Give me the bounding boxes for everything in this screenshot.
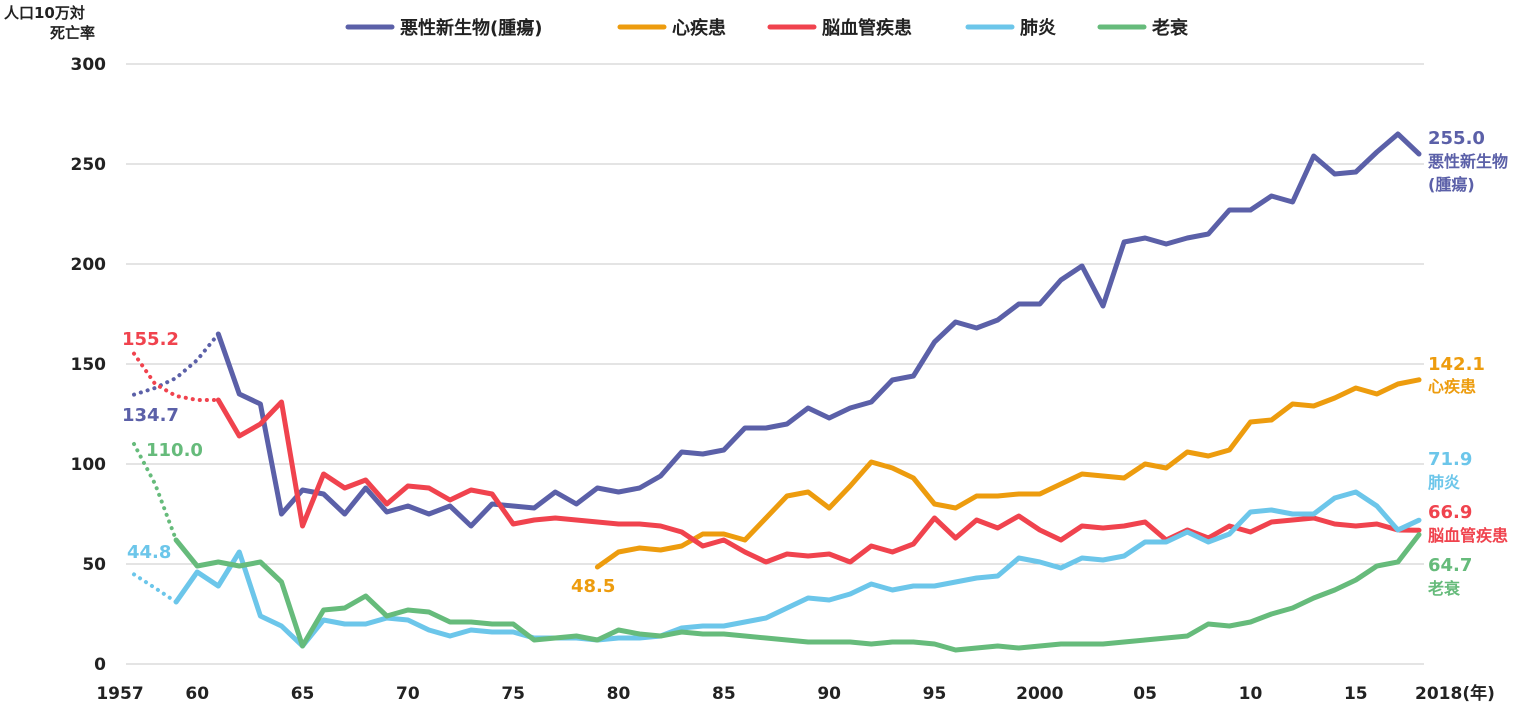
series-name-label: 肺炎 (1428, 473, 1460, 492)
x-tick-label: 85 (712, 684, 736, 704)
y-axis-title-line1: 人口10万対 (4, 4, 85, 22)
series-line-dotted (132, 572, 179, 604)
y-tick-label: 250 (71, 155, 107, 175)
series-line-dotted (132, 442, 179, 542)
series-line (173, 489, 1422, 649)
end-value-label: 142.1 (1428, 354, 1485, 375)
legend-label: 悪性新生物(腫瘍) (400, 17, 542, 39)
series-line-dotted (132, 332, 221, 397)
y-tick-label: 150 (71, 355, 107, 375)
x-tick-label: 90 (817, 684, 841, 704)
series-name-label: 老衰 (1427, 579, 1461, 598)
y-tick-label: 100 (71, 455, 107, 475)
x-tick-label: 75 (501, 684, 525, 704)
series-name-label-line2: (腫瘍) (1428, 175, 1475, 194)
start-value-label: 155.2 (122, 329, 179, 350)
series-line (215, 397, 1422, 565)
legend-label: 肺炎 (1020, 18, 1056, 39)
x-tick-label: 60 (185, 684, 209, 704)
series-line (215, 131, 1422, 529)
series-name-label: 悪性新生物 (1428, 152, 1508, 171)
series-lines (132, 131, 1422, 653)
x-tick-label: 2018(年) (1415, 683, 1495, 704)
legend-label: 脳血管疾患 (822, 17, 912, 39)
x-tick-label: 80 (607, 684, 631, 704)
start-value-label: 48.5 (571, 576, 615, 597)
x-tick-label: 65 (291, 684, 315, 704)
series-line (594, 377, 1422, 570)
x-tick-label: 70 (396, 684, 420, 704)
y-tick-label: 200 (71, 255, 107, 275)
y-axis-title-line2: 死亡率 (50, 24, 95, 42)
series-name-label: 脳血管疾患 (1428, 526, 1508, 545)
gridlines (126, 63, 1424, 665)
x-tick-label: 10 (1239, 684, 1263, 704)
y-tick-label: 300 (71, 55, 107, 75)
start-value-label: 44.8 (127, 542, 171, 563)
series-line-dotted (132, 351, 221, 402)
x-tick-label: 05 (1133, 684, 1157, 704)
end-value-label: 255.0 (1428, 128, 1485, 149)
series-line (173, 532, 1422, 653)
legend-label: 老衰 (1152, 17, 1189, 39)
x-tick-label: 95 (923, 684, 947, 704)
end-value-label: 66.9 (1428, 502, 1472, 523)
start-value-label: 110.0 (146, 440, 203, 461)
y-tick-label: 0 (94, 655, 106, 675)
start-value-label: 134.7 (122, 405, 179, 426)
end-value-label: 64.7 (1428, 555, 1472, 576)
x-tick-label: 15 (1344, 684, 1368, 704)
end-value-label: 71.9 (1428, 449, 1472, 470)
x-tick-label: 2000 (1016, 684, 1063, 704)
legend: 悪性新生物(腫瘍) 心疾患 脳血管疾患 肺炎 老衰 (345, 17, 1189, 39)
series-name-label: 心疾患 (1428, 377, 1476, 396)
legend-label: 心疾患 (672, 17, 726, 39)
x-tick-label: 1957 (96, 684, 143, 704)
y-tick-label: 50 (82, 555, 106, 575)
data-labels: 134.7 255.0 悪性新生物 (腫瘍) 48.5 142.1 心疾患 155.2 66.9… (122, 128, 1508, 598)
